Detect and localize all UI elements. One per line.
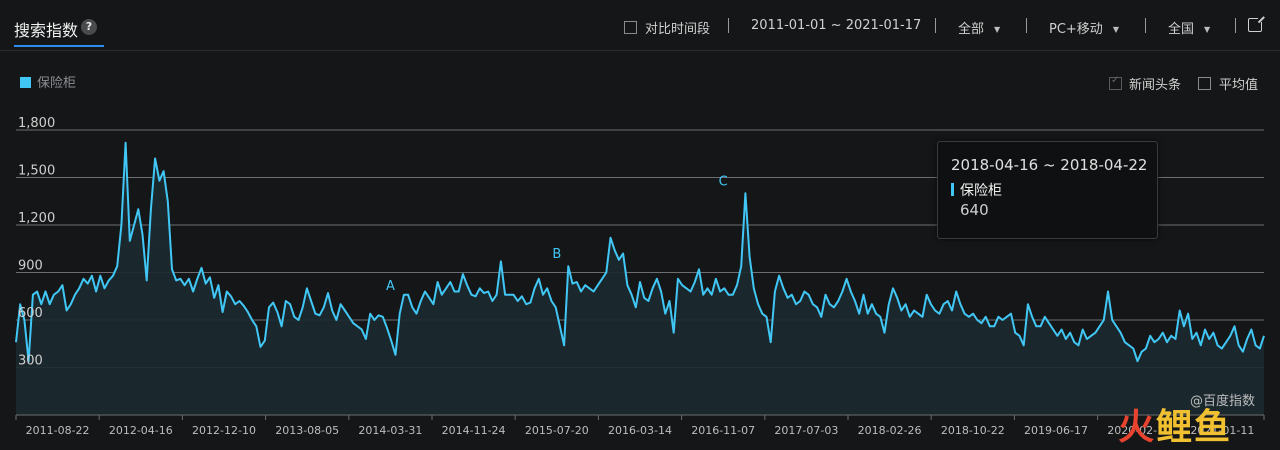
y-tick-label: 300 [18,354,43,369]
x-tick-label: 2018-10-22 [941,424,1005,437]
news-headlines-toggle[interactable]: 新闻头条 [1109,74,1181,93]
external-link-icon[interactable] [1248,15,1265,32]
series-area [16,142,1264,415]
toolbar-separator [728,18,729,33]
x-tick-label: 2012-12-10 [192,424,256,437]
date-range-picker[interactable]: 2011-01-01 ~ 2021-01-17 [751,18,922,33]
x-tick-label: 2014-03-31 [358,424,422,437]
legend-label: 保险柜 [37,76,77,91]
tooltip-value: 640 [960,201,989,219]
y-tick-label: 600 [18,306,43,321]
toolbar-separator [1026,18,1027,33]
header-divider [0,50,1280,51]
source-select-value: 全部 [958,22,985,37]
news-headlines-label: 新闻头条 [1129,78,1182,93]
tooltip-date: 2018-04-16 ~ 2018-04-22 [951,156,1148,174]
caret-down-icon: ▼ [1204,25,1211,34]
source-select[interactable]: 全部 ▼ [958,18,1000,37]
tooltip-series: 保险柜 [951,180,1002,200]
page-title: 搜索指数 [14,21,79,40]
y-tick-label: 1,800 [18,116,55,131]
logo-part2: 鲤鱼 [1156,407,1233,448]
caret-down-icon: ▼ [1112,25,1119,34]
region-select[interactable]: 全国 ▼ [1168,18,1210,37]
device-select-value: PC+移动 [1049,22,1103,37]
event-annotation[interactable]: C [719,174,728,189]
caret-down-icon: ▼ [994,25,1001,34]
x-tick-label: 2018-02-26 [858,424,922,437]
chart-legend[interactable]: 保险柜 [20,72,76,91]
average-toggle[interactable]: 平均值 [1198,74,1258,93]
average-label: 平均值 [1219,78,1259,93]
help-icon[interactable]: ? [81,19,97,35]
legend-swatch [20,77,31,88]
y-tick-label: 1,500 [18,164,55,179]
y-tick-label: 900 [18,259,43,274]
x-tick-label: 2021-01-11 [1190,424,1254,437]
region-select-value: 全国 [1168,22,1195,37]
toolbar-separator [1235,18,1236,33]
x-tick-label: 2015-07-20 [525,424,589,437]
x-tick-label: 2020-02-10 [1107,424,1171,437]
title-underline [14,45,104,47]
x-tick-label: 2014-11-24 [442,424,506,437]
x-tick-label: 2016-03-14 [608,424,672,437]
event-annotation[interactable]: A [386,279,395,294]
series-marker [951,183,954,196]
series-line [15,141,1265,363]
y-tick-label: 1,200 [18,211,55,226]
x-tick-label: 2012-04-16 [109,424,173,437]
x-tick-label: 2016-11-07 [691,424,755,437]
checkbox-icon[interactable] [624,21,637,34]
tooltip-series-name: 保险柜 [960,183,1002,199]
x-tick-label: 2013-08-05 [275,424,339,437]
checkbox-checked-icon[interactable] [1109,75,1122,90]
logo-part1: 火 [1118,407,1157,448]
watermark: @百度指数 [1190,394,1256,409]
compare-label: 对比时间段 [645,22,711,37]
chart-tooltip: 2018-04-16 ~ 2018-04-22 保险柜 640 [937,141,1158,239]
compare-toggle[interactable]: 对比时间段 [624,18,710,37]
toolbar-separator [935,18,936,33]
toolbar-separator [1145,18,1146,33]
device-select[interactable]: PC+移动 ▼ [1049,18,1119,37]
x-tick-label: 2019-06-17 [1024,424,1088,437]
checkbox-icon[interactable] [1198,77,1211,90]
x-tick-label: 2017-07-03 [774,424,838,437]
event-annotation[interactable]: B [552,247,561,262]
site-logo: 火鲤鱼 [1118,398,1232,450]
x-tick-label: 2011-08-22 [26,424,90,437]
